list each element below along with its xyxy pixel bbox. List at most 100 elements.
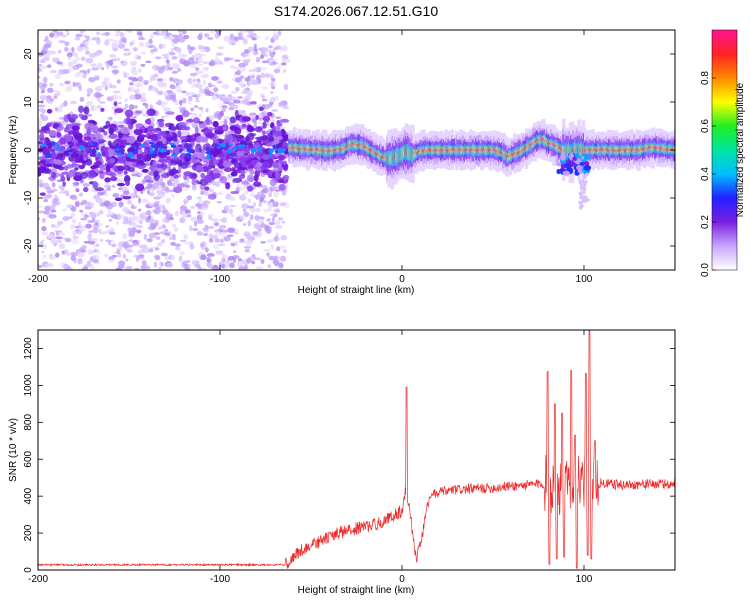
noise-core-blob — [103, 171, 112, 176]
noise-blob — [64, 41, 70, 47]
noise-core-blob — [85, 158, 93, 166]
noise-core-blob — [78, 113, 84, 118]
noise-blob — [163, 91, 168, 97]
noise-core-blob — [87, 172, 97, 179]
noise-blob — [266, 239, 274, 243]
noise-blob — [247, 220, 251, 227]
noise-core-blob — [59, 152, 66, 161]
noise-blob — [43, 199, 48, 203]
noise-blob — [199, 48, 207, 53]
noise-core-blob — [104, 177, 111, 183]
noise-blob — [150, 33, 154, 39]
noise-blob — [75, 63, 83, 68]
noise-blob — [42, 57, 50, 61]
noise-blob — [45, 194, 53, 198]
noise-blob — [49, 82, 54, 87]
noise-core-blob — [59, 137, 67, 145]
noise-blob — [66, 204, 73, 209]
noise-blob — [39, 241, 44, 248]
noise-core-blob — [133, 128, 143, 136]
noise-blob — [161, 209, 169, 215]
noise-blob — [277, 30, 282, 36]
noise-blob — [272, 201, 279, 208]
noise-blob — [263, 103, 270, 110]
noise-blob — [222, 236, 229, 239]
noise-core-blob — [253, 174, 259, 182]
noise-blob — [176, 47, 182, 53]
noise-blob — [167, 181, 173, 187]
noise-blob — [228, 39, 235, 46]
noise-blob — [142, 102, 147, 106]
noise-blob — [176, 88, 183, 93]
noise-blob — [57, 232, 66, 236]
noise-core-blob — [218, 159, 224, 165]
noise-blob — [53, 95, 58, 99]
noise-blob — [200, 244, 208, 251]
noise-core-blob — [265, 142, 272, 147]
noise-blob — [41, 225, 47, 232]
noise-hot-blob — [91, 141, 98, 146]
noise-blob — [247, 46, 254, 52]
noise-blob — [150, 188, 155, 193]
noise-blob — [77, 252, 85, 257]
noise-blob — [246, 257, 252, 264]
noise-blob — [190, 216, 197, 222]
noise-blob — [174, 210, 179, 217]
noise-core-blob — [71, 125, 80, 131]
noise-blob — [105, 224, 110, 228]
noise-blob — [114, 33, 121, 37]
noise-blob — [108, 231, 116, 236]
noise-blob — [75, 71, 82, 76]
noise-core-blob — [49, 152, 57, 160]
noise-blob — [130, 227, 137, 234]
noise-blob — [244, 248, 251, 253]
noise-core-blob — [87, 126, 92, 134]
noise-core-blob — [165, 137, 174, 142]
noise-blob — [260, 259, 265, 265]
noise-core-blob — [59, 173, 65, 177]
noise-blob — [138, 197, 142, 204]
noise-blob — [138, 208, 142, 212]
noise-core-blob — [200, 172, 206, 178]
noise-blob — [215, 250, 224, 255]
noise-blob — [194, 82, 200, 88]
noise-blob — [173, 178, 180, 185]
noise-blob — [262, 188, 269, 194]
noise-core-blob — [282, 160, 288, 165]
noise-blob — [115, 221, 119, 225]
noise-core-blob — [222, 160, 232, 168]
noise-blob — [124, 98, 128, 102]
noise-blob — [233, 104, 239, 109]
noise-hot-blob — [134, 148, 138, 154]
noise-hot-blob — [184, 152, 192, 158]
noise-core-blob — [205, 132, 215, 139]
noise-blob — [173, 226, 179, 233]
noise-blob — [184, 241, 192, 245]
noise-core-blob — [108, 127, 114, 135]
noise-blob — [171, 38, 180, 43]
noise-blob — [246, 30, 255, 34]
noise-blob — [125, 240, 129, 245]
noise-blob — [261, 93, 265, 97]
noise-blob — [146, 238, 153, 243]
noise-blob — [243, 53, 251, 58]
noise-blob — [198, 89, 206, 93]
noise-blob — [266, 252, 270, 257]
noise-blob — [192, 78, 196, 84]
noise-core-blob — [232, 168, 237, 176]
noise-core-blob — [198, 168, 205, 172]
noise-core-blob — [184, 184, 191, 189]
noise-blob — [88, 76, 96, 83]
noise-blob — [218, 191, 223, 196]
noise-core-blob — [150, 133, 159, 142]
noise-blob — [131, 39, 135, 46]
noise-blob — [242, 223, 247, 226]
noise-blob — [208, 215, 213, 221]
noise-core-blob — [225, 183, 230, 190]
noise-blob — [252, 231, 259, 235]
noise-blob — [270, 91, 274, 94]
noise-blob — [178, 255, 183, 262]
noise-blob — [76, 45, 84, 52]
noise-core-blob — [247, 125, 255, 133]
noise-blob — [178, 32, 183, 38]
